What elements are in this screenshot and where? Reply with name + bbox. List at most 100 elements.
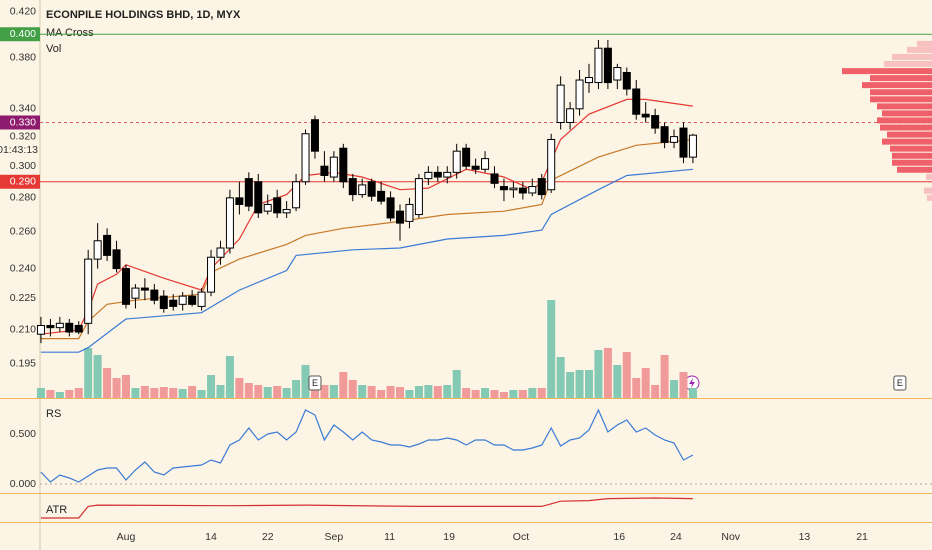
candle-body [584,77,593,84]
volume-profile-bar [892,53,932,60]
event-label: E [312,378,318,388]
event-marker [893,375,907,391]
x-tick-label: 22 [262,531,274,543]
volume-bar [235,378,244,398]
atr-line [40,497,693,519]
volume-bar [575,370,584,398]
chart-title: ECONPILE HOLDINGS BHD, 1D, MYX [46,9,241,21]
volume-profile-bar [890,145,932,152]
pane-label: RS [46,408,61,420]
volume-bar [443,385,452,398]
volume-bar [282,388,291,398]
candle-body [396,210,405,224]
candle-body [150,289,159,301]
volume-profile-bar [887,131,932,138]
candle-body [310,119,319,152]
volume-bar [188,386,197,398]
candle-body [509,187,518,191]
candle-body [169,299,178,307]
x-tick-label: 16 [613,531,625,543]
volume-profile-bar [862,82,932,89]
volume-bar [178,389,187,398]
x-tick-label: 19 [443,531,455,543]
volume-bar [688,388,697,398]
volume-profile-bar [917,40,932,47]
candle-body [273,197,282,214]
volume-bar [112,378,121,398]
candle-body [499,186,508,191]
x-tick-label: Oct [513,531,529,543]
volume-bar [121,375,130,398]
candle-body [93,240,102,260]
pane-label: ATR [46,504,67,516]
candle-body [556,84,565,123]
candle-body [518,187,527,194]
volume-bar [433,386,442,398]
volume-profile-bar [926,173,932,180]
volume-profile-bar [877,117,932,124]
volume-bar [424,385,433,398]
volume-bar [150,388,159,398]
volume-bar [216,385,225,398]
candle-body [244,178,253,207]
candle-body [452,150,461,173]
candle-body [121,268,130,305]
volume-bar [329,385,338,398]
candle-body [575,79,584,110]
volume-bar [377,390,386,398]
volume-bar [36,388,45,398]
volume-bar [386,386,395,398]
y-tick-label: 0.210 [10,324,36,336]
candle-body [613,67,622,81]
candle-body [131,287,140,299]
candle-body [159,295,168,309]
candle-body [622,71,631,90]
candle-body [348,178,357,196]
candle-body [386,197,395,219]
volume-bar [74,388,83,398]
volume-bar [632,378,641,398]
volume-bar [339,372,348,398]
alert-bolt [689,378,695,388]
candle-body [140,287,149,291]
volume-bar [103,368,112,398]
volume-bar [414,386,423,398]
candle-body [178,295,187,305]
volume-profile-bar [924,187,932,194]
volume-bar [140,386,149,398]
volume-bar [320,385,329,398]
candle-body [320,165,329,176]
volume-bar [481,388,490,398]
y-tick-label: 0.380 [10,52,36,64]
event-marker [308,375,322,391]
volume-bar [254,385,263,398]
volume-bar [348,380,357,398]
volume-bar [537,388,546,398]
volume-bar [660,355,669,398]
volume-profile-bar [897,166,932,173]
candle-body [36,324,45,335]
rs-tick-label: 0.500 [10,428,36,440]
volume-profile-bar [884,60,932,67]
y-tick-label: 0.240 [10,262,36,274]
volume-bar [207,375,216,398]
x-tick-label: Sep [325,531,344,543]
candle-body [358,184,367,196]
candle-body [329,156,338,178]
volume-profile-bar [882,110,932,117]
volume-bar [584,370,593,398]
volume-bar [197,390,206,398]
volume-bar [490,390,499,398]
volume-bar [641,368,650,398]
volume-bar [651,385,660,398]
volume-bar [84,348,93,398]
candle-body [216,247,225,258]
candle-body [471,165,480,170]
volume-bar [292,380,301,398]
candle-body [282,208,291,214]
x-tick-label: Nov [721,531,740,543]
candle-body [433,171,442,178]
y-tick-label: 0.280 [10,192,36,204]
candle-body [292,181,301,209]
